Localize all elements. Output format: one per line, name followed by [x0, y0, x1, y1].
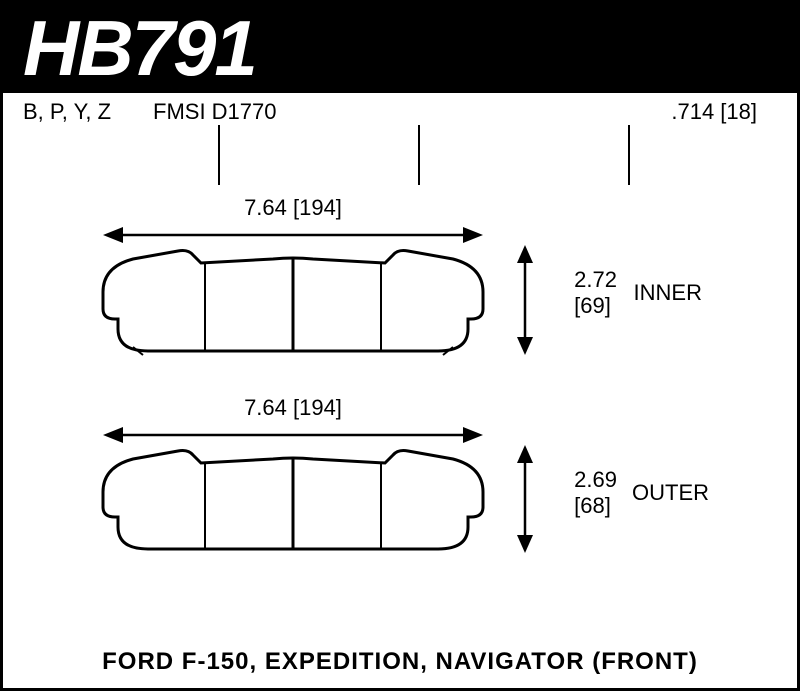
inner-height-mm: [69]	[574, 293, 611, 318]
inner-label: INNER	[634, 280, 702, 306]
fmsi-code: FMSI D1770	[153, 99, 277, 125]
header-bar: HB791	[3, 3, 797, 93]
compound-codes: B, P, Y, Z	[23, 99, 133, 125]
outer-height-in: 2.69	[574, 467, 617, 492]
inner-pad-shape	[93, 247, 493, 357]
diagram-area: 7.64 [194] 2.72 [69]	[3, 195, 797, 585]
info-row: B, P, Y, Z FMSI D1770 .714 [18]	[3, 93, 797, 125]
inner-width-dim: 7.64 [194]	[103, 195, 483, 221]
outer-width-arrow	[103, 423, 483, 447]
inner-height-dim: 2.72 [69]	[574, 267, 617, 319]
outer-pad-shape	[93, 447, 493, 555]
inner-width-arrow	[103, 223, 483, 247]
outer-label: OUTER	[632, 480, 709, 506]
info-left-group: B, P, Y, Z FMSI D1770	[23, 99, 277, 125]
thickness-spec: .714 [18]	[671, 99, 757, 125]
outer-pad-group: 7.64 [194] 2.69 [68] OUTER	[63, 395, 757, 565]
inner-height-in: 2.72	[574, 267, 617, 292]
outer-height-dim: 2.69 [68]	[574, 467, 617, 519]
inner-height-arrow	[513, 245, 537, 355]
outer-height-mm: [68]	[574, 493, 611, 518]
application-label: FORD F-150, EXPEDITION, NAVIGATOR (FRONT…	[3, 648, 797, 676]
outer-width-dim: 7.64 [194]	[103, 395, 483, 421]
outer-height-arrow	[513, 445, 537, 553]
part-number: HB791	[23, 3, 256, 94]
inner-pad-group: 7.64 [194] 2.72 [69]	[63, 195, 757, 365]
spec-tick-marks	[23, 125, 777, 195]
